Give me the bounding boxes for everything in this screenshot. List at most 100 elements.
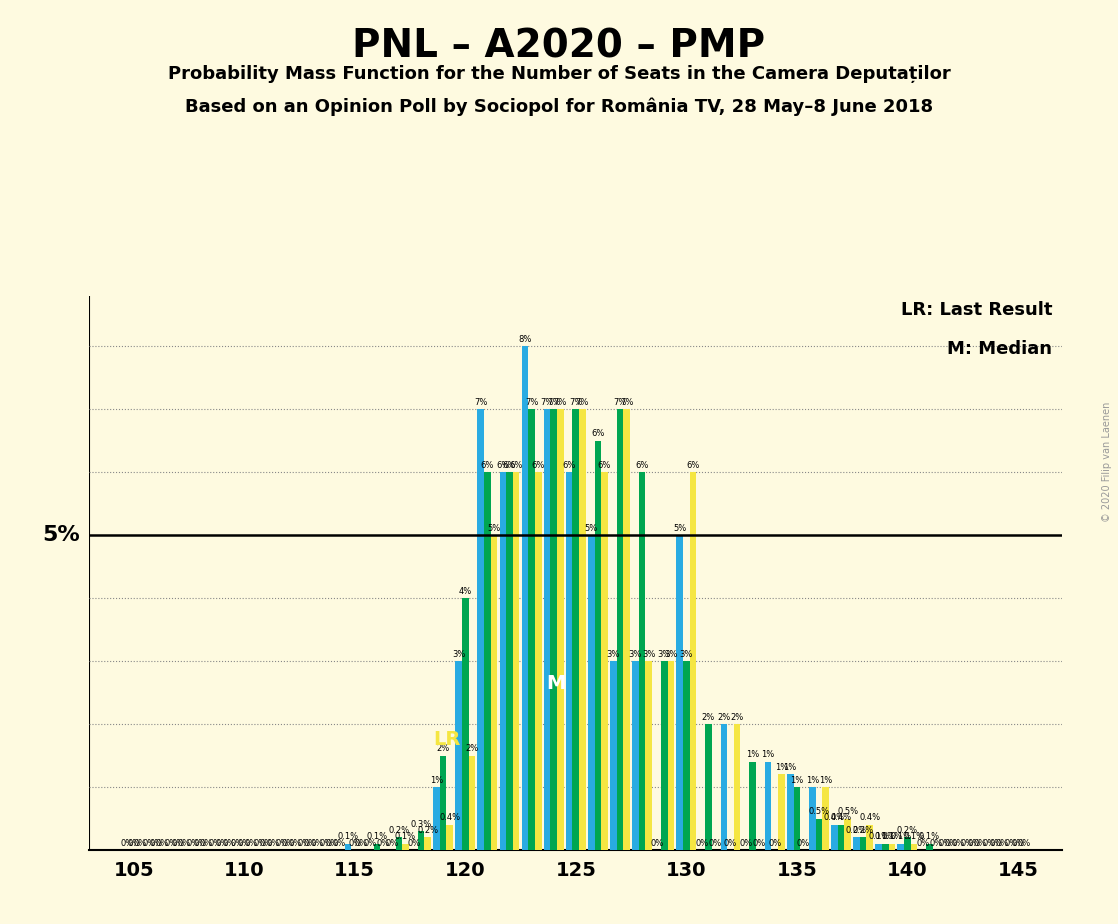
Text: 0%: 0% xyxy=(178,839,191,847)
Bar xyxy=(588,535,595,850)
Bar xyxy=(477,409,484,850)
Bar xyxy=(787,774,794,850)
Text: 6%: 6% xyxy=(562,460,576,469)
Text: 0%: 0% xyxy=(311,839,324,847)
Bar xyxy=(550,409,557,850)
Text: 0.2%: 0.2% xyxy=(897,826,918,835)
Text: 0.5%: 0.5% xyxy=(837,807,859,816)
Text: 0.2%: 0.2% xyxy=(388,826,409,835)
Text: 0%: 0% xyxy=(797,839,811,847)
Text: 7%: 7% xyxy=(569,397,582,407)
Text: 5%: 5% xyxy=(673,524,686,532)
Text: 0%: 0% xyxy=(739,839,752,847)
Text: 0.1%: 0.1% xyxy=(395,833,416,841)
Text: 0%: 0% xyxy=(155,839,169,847)
Text: 0.1%: 0.1% xyxy=(890,833,911,841)
Bar xyxy=(831,825,837,850)
Text: 0.1%: 0.1% xyxy=(868,833,889,841)
Text: 6%: 6% xyxy=(481,460,494,469)
Text: 0%: 0% xyxy=(996,839,1010,847)
Bar xyxy=(705,724,712,850)
Text: 0%: 0% xyxy=(253,839,266,847)
Text: 0%: 0% xyxy=(945,839,958,847)
Text: 0%: 0% xyxy=(134,839,146,847)
Bar xyxy=(638,472,645,850)
Text: 3%: 3% xyxy=(642,650,655,659)
Text: 8%: 8% xyxy=(519,334,532,344)
Text: 7%: 7% xyxy=(553,397,567,407)
Text: 0%: 0% xyxy=(320,839,332,847)
Text: 0%: 0% xyxy=(222,839,235,847)
Text: 1%: 1% xyxy=(784,763,797,772)
Text: 7%: 7% xyxy=(540,397,553,407)
Text: 0.1%: 0.1% xyxy=(874,833,896,841)
Text: 0%: 0% xyxy=(967,839,980,847)
Text: 0%: 0% xyxy=(149,839,162,847)
Bar xyxy=(595,441,601,850)
Bar xyxy=(425,837,430,850)
Text: 0%: 0% xyxy=(288,839,302,847)
Bar xyxy=(506,472,513,850)
Bar xyxy=(418,832,425,850)
Bar xyxy=(572,409,579,850)
Text: 0.1%: 0.1% xyxy=(903,833,925,841)
Bar xyxy=(778,774,785,850)
Text: 7%: 7% xyxy=(619,397,633,407)
Text: 0%: 0% xyxy=(752,839,766,847)
Text: 2%: 2% xyxy=(702,712,716,722)
Text: 2%: 2% xyxy=(465,744,479,753)
Text: 0%: 0% xyxy=(974,839,987,847)
Bar xyxy=(926,844,932,850)
Text: 1%: 1% xyxy=(775,763,788,772)
Text: 0%: 0% xyxy=(1005,839,1017,847)
Text: 0%: 0% xyxy=(983,839,996,847)
Text: 0%: 0% xyxy=(164,839,178,847)
Text: 3%: 3% xyxy=(657,650,671,659)
Bar xyxy=(468,756,475,850)
Text: 6%: 6% xyxy=(598,460,612,469)
Bar xyxy=(601,472,608,850)
Text: 0%: 0% xyxy=(348,839,361,847)
Text: 0%: 0% xyxy=(304,839,318,847)
Text: 0%: 0% xyxy=(244,839,257,847)
Bar xyxy=(500,472,506,850)
Text: 4%: 4% xyxy=(458,587,472,596)
Text: 0%: 0% xyxy=(1012,839,1024,847)
Text: 7%: 7% xyxy=(547,397,560,407)
Text: 0%: 0% xyxy=(363,839,377,847)
Text: 0.4%: 0.4% xyxy=(824,813,845,822)
Text: 0.1%: 0.1% xyxy=(881,833,902,841)
Bar xyxy=(898,844,904,850)
Text: 7%: 7% xyxy=(524,397,538,407)
Text: 0%: 0% xyxy=(938,839,951,847)
Bar xyxy=(683,661,690,850)
Bar xyxy=(875,844,882,850)
Text: 0%: 0% xyxy=(695,839,709,847)
Text: PNL – A2020 – PMP: PNL – A2020 – PMP xyxy=(352,28,766,66)
Bar xyxy=(661,661,667,850)
Text: 3%: 3% xyxy=(680,650,693,659)
Text: 0%: 0% xyxy=(960,839,974,847)
Text: 7%: 7% xyxy=(576,397,589,407)
Text: 0%: 0% xyxy=(193,839,207,847)
Bar xyxy=(566,472,572,850)
Text: 0%: 0% xyxy=(768,839,781,847)
Bar xyxy=(765,762,771,850)
Text: 0%: 0% xyxy=(216,839,229,847)
Text: 0.5%: 0.5% xyxy=(808,807,830,816)
Text: © 2020 Filip van Laenen: © 2020 Filip van Laenen xyxy=(1102,402,1112,522)
Text: 5%: 5% xyxy=(585,524,598,532)
Text: 0%: 0% xyxy=(259,839,273,847)
Text: 0%: 0% xyxy=(171,839,184,847)
Bar xyxy=(822,787,828,850)
Text: 2%: 2% xyxy=(436,744,449,753)
Bar xyxy=(749,762,756,850)
Text: 1%: 1% xyxy=(819,775,832,784)
Text: 0%: 0% xyxy=(377,839,390,847)
Bar xyxy=(462,598,468,850)
Text: M: Median: M: Median xyxy=(947,340,1052,358)
Text: 0.4%: 0.4% xyxy=(860,813,880,822)
Bar xyxy=(402,844,409,850)
Text: 0%: 0% xyxy=(237,839,250,847)
Bar xyxy=(373,844,380,850)
